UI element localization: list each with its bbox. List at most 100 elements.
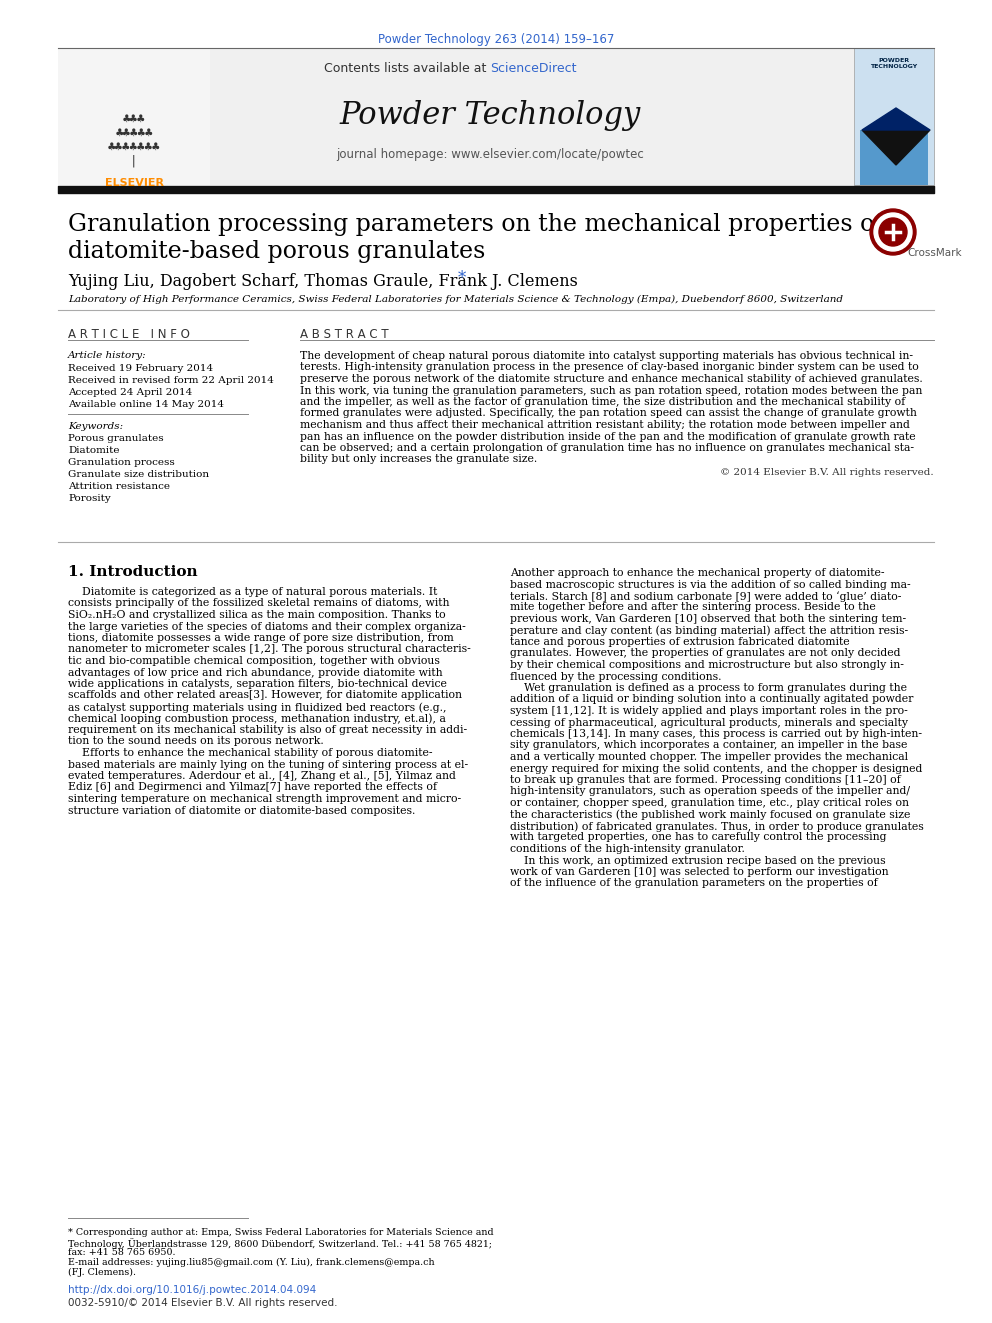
Text: perature and clay content (as binding material) affect the attrition resis-: perature and clay content (as binding ma…: [510, 626, 908, 636]
Text: based macroscopic structures is via the addition of so called binding ma-: based macroscopic structures is via the …: [510, 579, 911, 590]
Text: advantages of low price and rich abundance, provide diatomite with: advantages of low price and rich abundan…: [68, 668, 442, 677]
Text: sintering temperature on mechanical strength improvement and micro-: sintering temperature on mechanical stre…: [68, 794, 461, 804]
Text: by their chemical compositions and microstructure but also strongly in-: by their chemical compositions and micro…: [510, 660, 904, 669]
Text: http://dx.doi.org/10.1016/j.powtec.2014.04.094: http://dx.doi.org/10.1016/j.powtec.2014.…: [68, 1285, 316, 1295]
Text: to break up granules that are formed. Processing conditions [11–20] of: to break up granules that are formed. Pr…: [510, 775, 901, 785]
Text: Accepted 24 April 2014: Accepted 24 April 2014: [68, 388, 192, 397]
Text: Powder Technology: Powder Technology: [339, 101, 641, 131]
Text: Laboratory of High Performance Ceramics, Swiss Federal Laboratories for Material: Laboratory of High Performance Ceramics,…: [68, 295, 843, 304]
Circle shape: [879, 218, 907, 246]
Text: as catalyst supporting materials using in fluidized bed reactors (e.g.,: as catalyst supporting materials using i…: [68, 703, 446, 713]
Polygon shape: [862, 130, 930, 165]
Text: Porous granulates: Porous granulates: [68, 434, 164, 443]
Text: Contents lists available at: Contents lists available at: [323, 62, 490, 75]
Text: with targeted properties, one has to carefully control the processing: with targeted properties, one has to car…: [510, 832, 887, 843]
Text: requirement on its mechanical stability is also of great necessity in addi-: requirement on its mechanical stability …: [68, 725, 467, 736]
Text: evated temperatures. Aderdour et al., [4], Zhang et al., [5], Yilmaz and: evated temperatures. Aderdour et al., [4…: [68, 771, 456, 781]
Text: Diatomite: Diatomite: [68, 446, 119, 455]
Text: tance and porous properties of extrusion fabricated diatomite: tance and porous properties of extrusion…: [510, 636, 849, 647]
Text: mechanism and thus affect their mechanical attrition resistant ability; the rota: mechanism and thus affect their mechanic…: [300, 419, 910, 430]
Text: *: *: [458, 270, 466, 287]
Text: wide applications in catalysts, separation filters, bio-technical device: wide applications in catalysts, separati…: [68, 679, 446, 689]
Text: distribution) of fabricated granulates. Thus, in order to produce granulates: distribution) of fabricated granulates. …: [510, 822, 924, 832]
Text: tions, diatomite possesses a wide range of pore size distribution, from: tions, diatomite possesses a wide range …: [68, 632, 453, 643]
Text: nanometer to micrometer scales [1,2]. The porous structural characteris-: nanometer to micrometer scales [1,2]. Th…: [68, 644, 471, 655]
Text: consists principally of the fossilized skeletal remains of diatoms, with: consists principally of the fossilized s…: [68, 598, 449, 609]
Text: © 2014 Elsevier B.V. All rights reserved.: © 2014 Elsevier B.V. All rights reserved…: [720, 468, 934, 478]
Text: energy required for mixing the solid contents, and the chopper is designed: energy required for mixing the solid con…: [510, 763, 923, 774]
Text: preserve the porous network of the diatomite structure and enhance mechanical st: preserve the porous network of the diato…: [300, 374, 923, 384]
Text: A R T I C L E   I N F O: A R T I C L E I N F O: [68, 328, 189, 341]
Text: Technology, Überlandstrasse 129, 8600 Dübendorf, Switzerland. Tel.: +41 58 765 4: Technology, Überlandstrasse 129, 8600 Dü…: [68, 1238, 492, 1249]
Text: E-mail addresses: yujing.liu85@gmail.com (Y. Liu), frank.clemens@empa.ch: E-mail addresses: yujing.liu85@gmail.com…: [68, 1258, 434, 1267]
Text: cessing of pharmaceutical, agricultural products, minerals and specialty: cessing of pharmaceutical, agricultural …: [510, 717, 908, 728]
Text: 1. Introduction: 1. Introduction: [68, 565, 197, 579]
Text: tic and bio-compatible chemical composition, together with obvious: tic and bio-compatible chemical composit…: [68, 656, 439, 665]
Bar: [58, 48, 854, 185]
Text: Ediz [6] and Degirmenci and Yilmaz[7] have reported the effects of: Ediz [6] and Degirmenci and Yilmaz[7] ha…: [68, 782, 437, 792]
Text: pan has an influence on the powder distribution inside of the pan and the modifi: pan has an influence on the powder distr…: [300, 431, 916, 442]
Text: The development of cheap natural porous diatomite into catalyst supporting mater: The development of cheap natural porous …: [300, 351, 913, 361]
Circle shape: [870, 209, 916, 255]
Text: journal homepage: www.elsevier.com/locate/powtec: journal homepage: www.elsevier.com/locat…: [336, 148, 644, 161]
Text: of the influence of the granulation parameters on the properties of: of the influence of the granulation para…: [510, 878, 878, 889]
Text: structure variation of diatomite or diatomite-based composites.: structure variation of diatomite or diat…: [68, 806, 416, 815]
Bar: [860, 130, 928, 185]
Text: high-intensity granulators, such as operation speeds of the impeller and/: high-intensity granulators, such as oper…: [510, 786, 910, 796]
Text: the characteristics (the published work mainly focused on granulate size: the characteristics (the published work …: [510, 810, 911, 820]
Text: diatomite-based porous granulates: diatomite-based porous granulates: [68, 239, 485, 263]
Text: tion to the sound needs on its porous network.: tion to the sound needs on its porous ne…: [68, 737, 323, 746]
Text: the large varieties of the species of diatoms and their complex organiza-: the large varieties of the species of di…: [68, 622, 466, 631]
Text: scaffolds and other related areas[3]. However, for diatomite application: scaffolds and other related areas[3]. Ho…: [68, 691, 462, 700]
Text: Diatomite is categorized as a type of natural porous materials. It: Diatomite is categorized as a type of na…: [68, 587, 437, 597]
Text: addition of a liquid or binding solution into a continually agitated powder: addition of a liquid or binding solution…: [510, 695, 914, 705]
Text: fluenced by the processing conditions.: fluenced by the processing conditions.: [510, 672, 721, 681]
Text: sity granulators, which incorporates a container, an impeller in the base: sity granulators, which incorporates a c…: [510, 741, 908, 750]
Text: terials. Starch [8] and sodium carbonate [9] were added to ‘glue’ diato-: terials. Starch [8] and sodium carbonate…: [510, 591, 902, 602]
Text: * Corresponding author at: Empa, Swiss Federal Laboratories for Materials Scienc: * Corresponding author at: Empa, Swiss F…: [68, 1228, 494, 1237]
Text: ♣♣♣
♣♣♣♣♣
♣♣♣♣♣♣♣
  |: ♣♣♣ ♣♣♣♣♣ ♣♣♣♣♣♣♣ |: [108, 112, 161, 168]
Text: chemicals [13,14]. In many cases, this process is carried out by high-inten-: chemicals [13,14]. In many cases, this p…: [510, 729, 922, 740]
Text: and a vertically mounted chopper. The impeller provides the mechanical: and a vertically mounted chopper. The im…: [510, 751, 908, 762]
Text: can be observed; and a certain prolongation of granulation time has no influence: can be observed; and a certain prolongat…: [300, 443, 914, 452]
Text: Keywords:: Keywords:: [68, 422, 123, 431]
Text: chemical looping combustion process, methanation industry, et.al), a: chemical looping combustion process, met…: [68, 713, 445, 724]
Text: formed granulates were adjusted. Specifically, the pan rotation speed can assist: formed granulates were adjusted. Specifi…: [300, 409, 917, 418]
Text: In this work, via tuning the granulation parameters, such as pan rotation speed,: In this work, via tuning the granulation…: [300, 385, 923, 396]
Text: and the impeller, as well as the factor of granulation time, the size distributi: and the impeller, as well as the factor …: [300, 397, 906, 407]
Text: fax: +41 58 765 6950.: fax: +41 58 765 6950.: [68, 1248, 176, 1257]
Text: Yujing Liu, Dagobert Scharf, Thomas Graule, Frank J. Clemens: Yujing Liu, Dagobert Scharf, Thomas Grau…: [68, 273, 583, 290]
Text: work of van Garderen [10] was selected to perform our investigation: work of van Garderen [10] was selected t…: [510, 867, 889, 877]
Text: based materials are mainly lying on the tuning of sintering process at el-: based materials are mainly lying on the …: [68, 759, 468, 770]
Circle shape: [874, 213, 912, 251]
Text: mite together before and after the sintering process. Beside to the: mite together before and after the sinte…: [510, 602, 876, 613]
Text: granulates. However, the properties of granulates are not only decided: granulates. However, the properties of g…: [510, 648, 901, 659]
Text: Porosity: Porosity: [68, 493, 111, 503]
Text: A B S T R A C T: A B S T R A C T: [300, 328, 389, 341]
Bar: [854, 48, 934, 185]
Text: Granulate size distribution: Granulate size distribution: [68, 470, 209, 479]
Text: Granulation processing parameters on the mechanical properties of: Granulation processing parameters on the…: [68, 213, 883, 235]
Polygon shape: [862, 108, 930, 130]
Text: Article history:: Article history:: [68, 351, 147, 360]
Text: In this work, an optimized extrusion recipe based on the previous: In this work, an optimized extrusion rec…: [510, 856, 886, 865]
Text: or container, chopper speed, granulation time, etc., play critical roles on: or container, chopper speed, granulation…: [510, 798, 909, 808]
Text: CrossMark: CrossMark: [908, 247, 962, 258]
Text: POWDER
TECHNOLOGY: POWDER TECHNOLOGY: [870, 58, 918, 69]
Text: Received 19 February 2014: Received 19 February 2014: [68, 364, 213, 373]
Text: ScienceDirect: ScienceDirect: [490, 62, 576, 75]
Text: Powder Technology 263 (2014) 159–167: Powder Technology 263 (2014) 159–167: [378, 33, 614, 46]
Text: bility but only increases the granulate size.: bility but only increases the granulate …: [300, 455, 538, 464]
Text: previous work, Van Garderen [10] observed that both the sintering tem-: previous work, Van Garderen [10] observe…: [510, 614, 906, 624]
Text: (FJ. Clemens).: (FJ. Clemens).: [68, 1267, 136, 1277]
Text: Available online 14 May 2014: Available online 14 May 2014: [68, 400, 224, 409]
Text: Another approach to enhance the mechanical property of diatomite-: Another approach to enhance the mechanic…: [510, 568, 885, 578]
Bar: [58, 48, 210, 185]
Text: Wet granulation is defined as a process to form granulates during the: Wet granulation is defined as a process …: [510, 683, 907, 693]
Text: Received in revised form 22 April 2014: Received in revised form 22 April 2014: [68, 376, 274, 385]
Text: system [11,12]. It is widely applied and plays important roles in the pro-: system [11,12]. It is widely applied and…: [510, 706, 908, 716]
Text: Granulation process: Granulation process: [68, 458, 175, 467]
Text: Attrition resistance: Attrition resistance: [68, 482, 170, 491]
Text: ELSEVIER: ELSEVIER: [104, 179, 164, 188]
Text: Efforts to enhance the mechanical stability of porous diatomite-: Efforts to enhance the mechanical stabil…: [68, 747, 433, 758]
